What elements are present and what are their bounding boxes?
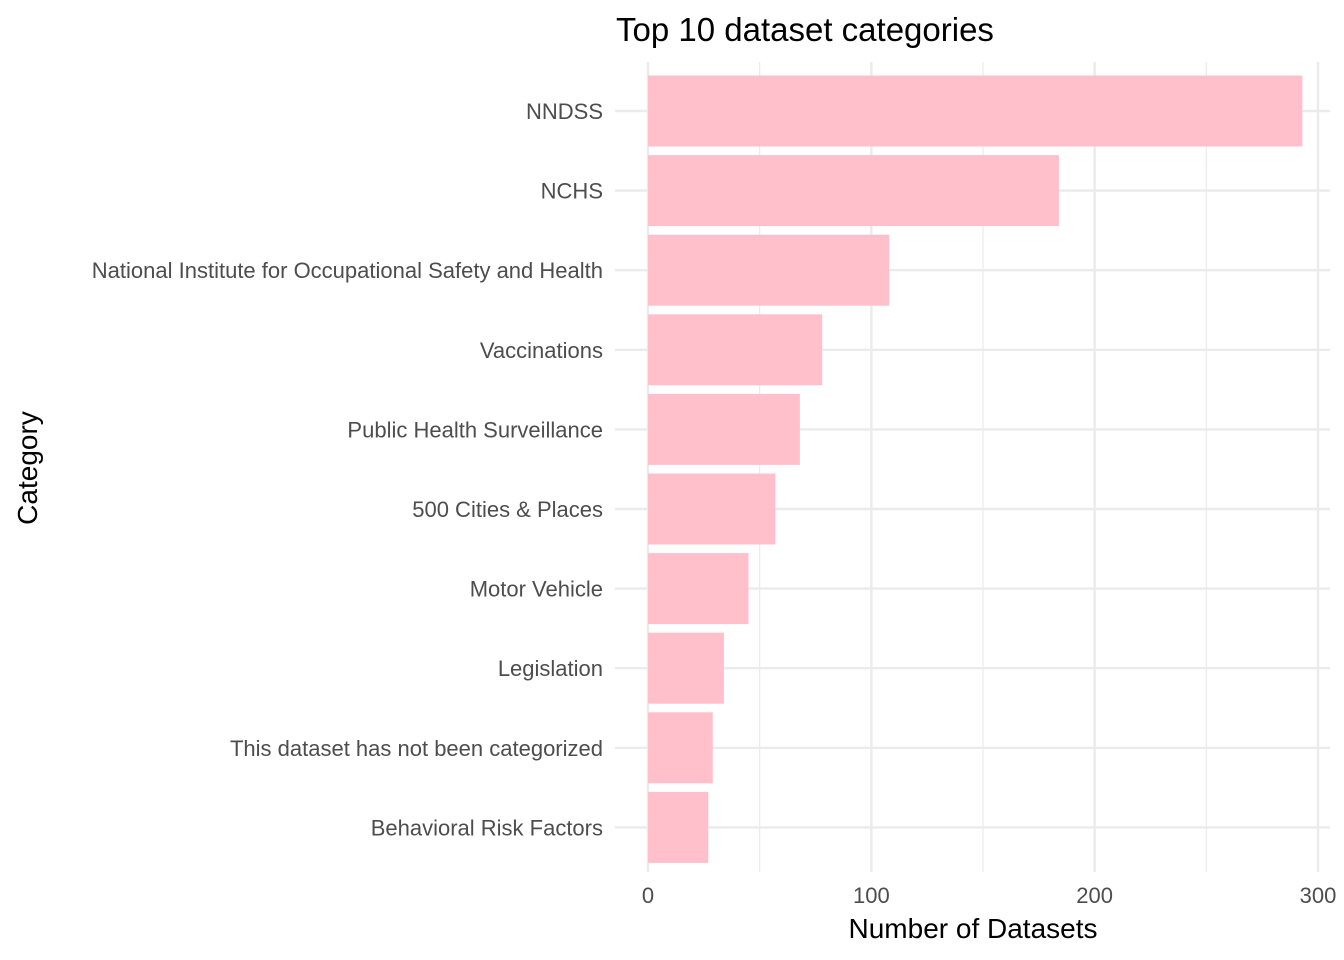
bar	[648, 791, 709, 863]
bar	[648, 712, 713, 784]
category-label: Public Health Surveillance	[347, 417, 603, 442]
category-label: Behavioral Risk Factors	[371, 815, 603, 840]
category-label: This dataset has not been categorized	[230, 736, 603, 761]
bar	[648, 473, 776, 545]
x-tick-labels: 0 100 200 300	[642, 883, 1336, 908]
bar	[648, 75, 1303, 147]
x-tick-label: 200	[1076, 883, 1113, 908]
bar	[648, 155, 1059, 227]
category-label: 500 Cities & Places	[412, 497, 603, 522]
x-axis-title: Number of Datasets	[849, 913, 1098, 944]
category-label: NCHS	[541, 179, 603, 204]
bar	[648, 314, 823, 386]
x-tick-label: 0	[642, 883, 654, 908]
bars	[648, 75, 1303, 863]
category-label: Vaccinations	[480, 338, 603, 363]
category-labels: NNDSS NCHS National Institute for Occupati…	[92, 99, 603, 840]
category-label: Motor Vehicle	[470, 577, 603, 602]
category-label: Legislation	[498, 656, 603, 681]
bar	[648, 393, 800, 465]
chart-title: Top 10 dataset categories	[616, 11, 994, 48]
bar	[648, 632, 724, 704]
bar	[648, 553, 749, 625]
x-tick-label: 100	[853, 883, 890, 908]
bar	[648, 234, 890, 306]
y-axis-title: Category	[12, 411, 43, 525]
category-label: National Institute for Occupational Safe…	[92, 258, 603, 283]
x-tick-label: 300	[1300, 883, 1337, 908]
category-label: NNDSS	[526, 99, 603, 124]
